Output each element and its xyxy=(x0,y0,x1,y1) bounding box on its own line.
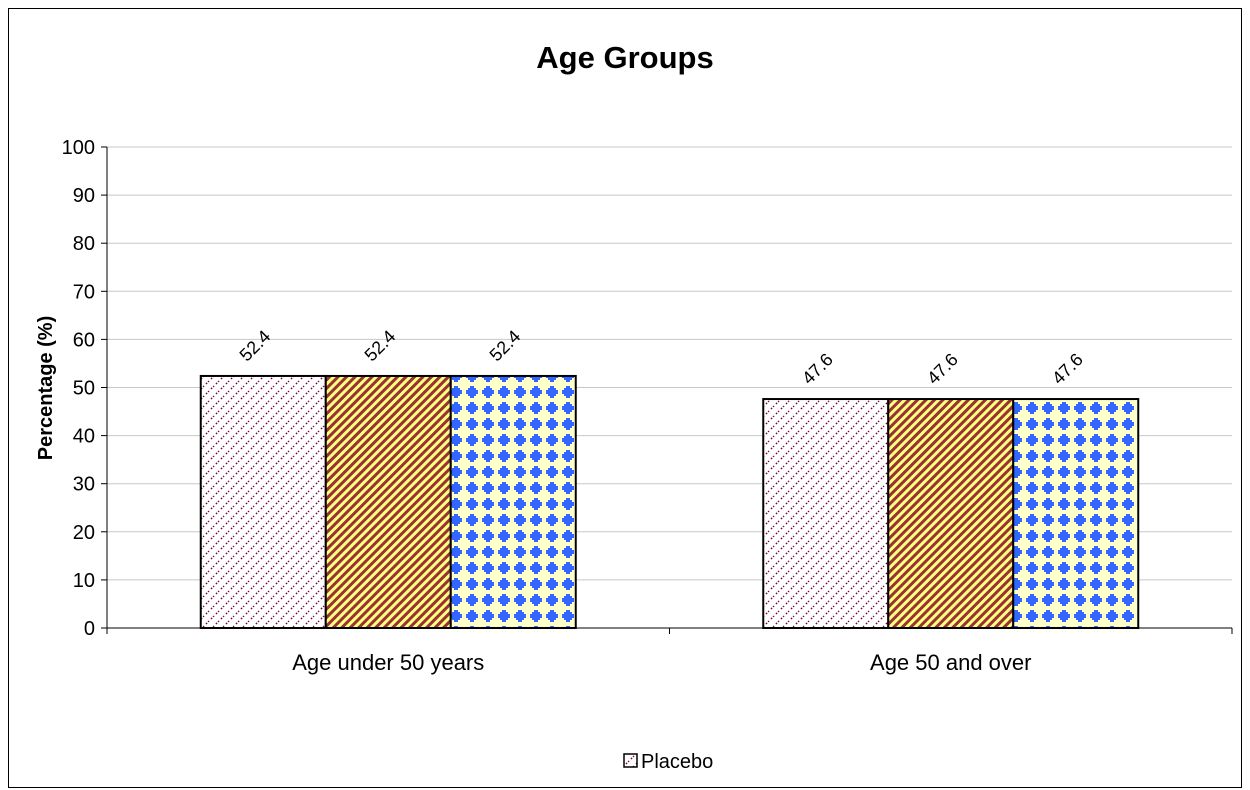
data-label: 52.4 xyxy=(486,326,525,365)
bar-series3-50-and-over xyxy=(1012,398,1140,629)
data-label: 47.6 xyxy=(1048,349,1087,388)
x-category-label: Age under 50 years xyxy=(292,650,484,675)
data-label: 47.6 xyxy=(798,349,837,388)
bar-series1-50-and-over xyxy=(762,398,890,629)
axes: 0 10 20 30 40 50 60 70 80 90 100 Age under 50 years… xyxy=(62,137,1233,675)
data-label: 52.4 xyxy=(361,326,400,365)
bar-series2-under-50 xyxy=(324,374,452,629)
bar-series3-under-50 xyxy=(449,374,577,629)
x-category-label: Age 50 and over xyxy=(870,650,1031,675)
y-axis-title: Percentage (%) xyxy=(35,316,57,461)
data-label: 52.4 xyxy=(236,326,275,365)
bar-series2-50-and-over xyxy=(887,398,1015,629)
legend: Placebo xyxy=(623,751,713,773)
y-tick-label: 20 xyxy=(73,522,95,544)
chart-title: Age Groups xyxy=(536,40,714,75)
legend-swatch-placebo xyxy=(623,753,638,768)
y-tick-label: 60 xyxy=(73,329,95,351)
y-tick-label: 90 xyxy=(73,185,95,207)
y-tick-label: 70 xyxy=(73,281,95,303)
y-tick-label: 40 xyxy=(73,426,95,448)
bar-series1-under-50 xyxy=(199,374,327,629)
y-tick-label: 0 xyxy=(84,618,95,640)
y-tick-label: 30 xyxy=(73,474,95,496)
y-tick-label: 100 xyxy=(62,137,95,159)
data-label: 47.6 xyxy=(923,349,962,388)
y-tick-label: 50 xyxy=(73,378,95,400)
y-tick-label: 80 xyxy=(73,233,95,255)
legend-label-placebo: Placebo xyxy=(641,751,713,773)
y-tick-label: 10 xyxy=(73,570,95,592)
bars xyxy=(199,374,1140,629)
